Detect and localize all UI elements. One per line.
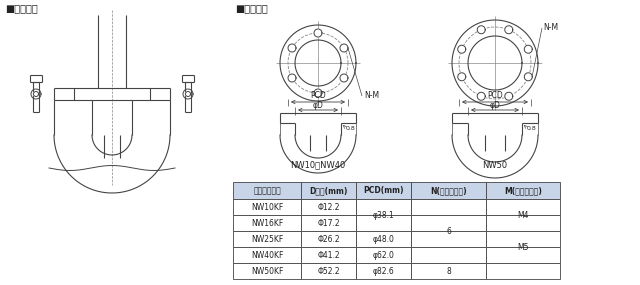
Text: NW40KF: NW40KF <box>251 251 283 260</box>
Bar <box>356 182 411 199</box>
Text: φD: φD <box>490 101 500 109</box>
Text: φ62.0: φ62.0 <box>372 251 394 260</box>
Bar <box>486 182 560 199</box>
Bar <box>233 182 301 199</box>
Text: φ38.1: φ38.1 <box>372 211 394 219</box>
Text: PCD: PCD <box>310 91 326 101</box>
Polygon shape <box>477 92 485 100</box>
Text: PCD(mm): PCD(mm) <box>364 186 404 195</box>
Text: φ82.6: φ82.6 <box>372 266 394 276</box>
Bar <box>486 263 560 279</box>
Text: NW10KF: NW10KF <box>251 203 283 211</box>
Text: NW10～NW40: NW10～NW40 <box>291 160 346 170</box>
Bar <box>356 263 411 279</box>
Text: NW50KF: NW50KF <box>251 266 283 276</box>
Bar <box>356 199 411 215</box>
Polygon shape <box>288 74 296 82</box>
Text: N-M: N-M <box>543 23 558 32</box>
Bar <box>301 199 356 215</box>
Text: 6: 6 <box>446 227 451 235</box>
Bar <box>486 199 560 215</box>
Text: N-M: N-M <box>364 91 379 101</box>
Bar <box>356 247 411 263</box>
Text: NW25KF: NW25KF <box>251 235 283 243</box>
Polygon shape <box>458 45 466 53</box>
Bar <box>411 199 486 215</box>
Polygon shape <box>477 26 485 34</box>
Bar <box>411 231 486 247</box>
Bar <box>411 215 486 231</box>
Text: Φ41.2: Φ41.2 <box>317 251 340 260</box>
Bar <box>356 215 411 231</box>
Text: φD: φD <box>312 101 323 109</box>
Polygon shape <box>288 44 296 52</box>
Text: NW50: NW50 <box>483 160 508 170</box>
Text: 適合フランジ: 適合フランジ <box>253 186 281 195</box>
Text: ■使用方法: ■使用方法 <box>5 3 38 13</box>
Text: Φ12.2: Φ12.2 <box>317 203 340 211</box>
Bar <box>233 247 301 263</box>
Text: NW16KF: NW16KF <box>251 219 283 227</box>
Text: 8: 8 <box>446 266 451 276</box>
Bar <box>486 231 560 247</box>
Text: M5: M5 <box>517 243 529 251</box>
Text: ■加工寸法: ■加工寸法 <box>235 3 268 13</box>
Bar <box>233 263 301 279</box>
Bar <box>233 199 301 215</box>
Bar <box>486 247 560 263</box>
Bar <box>301 263 356 279</box>
Polygon shape <box>33 91 38 97</box>
Text: M(ネジサイズ): M(ネジサイズ) <box>504 186 542 195</box>
Polygon shape <box>505 26 513 34</box>
Text: Φ26.2: Φ26.2 <box>317 235 340 243</box>
Polygon shape <box>458 73 466 81</box>
Text: N(ボルト穴数): N(ボルト穴数) <box>430 186 467 195</box>
Polygon shape <box>524 73 532 81</box>
Bar <box>301 182 356 199</box>
Text: D寸法(mm): D寸法(mm) <box>309 186 348 195</box>
Text: 0.8: 0.8 <box>346 127 356 131</box>
Bar <box>301 247 356 263</box>
Bar <box>411 263 486 279</box>
Bar <box>233 215 301 231</box>
Bar <box>301 231 356 247</box>
Polygon shape <box>314 29 322 37</box>
Text: PCD: PCD <box>487 91 503 101</box>
Polygon shape <box>505 92 513 100</box>
Polygon shape <box>340 44 348 52</box>
Polygon shape <box>524 45 532 53</box>
Text: 0.8: 0.8 <box>527 127 537 131</box>
Polygon shape <box>186 91 191 97</box>
Bar <box>486 215 560 231</box>
Text: φ48.0: φ48.0 <box>372 235 394 243</box>
Bar <box>411 182 486 199</box>
Text: Φ52.2: Φ52.2 <box>317 266 340 276</box>
Bar <box>411 247 486 263</box>
Polygon shape <box>340 74 348 82</box>
Polygon shape <box>314 89 322 97</box>
Text: M4: M4 <box>517 211 529 219</box>
Bar <box>356 231 411 247</box>
Bar <box>233 231 301 247</box>
Bar <box>301 215 356 231</box>
Text: Φ17.2: Φ17.2 <box>317 219 340 227</box>
